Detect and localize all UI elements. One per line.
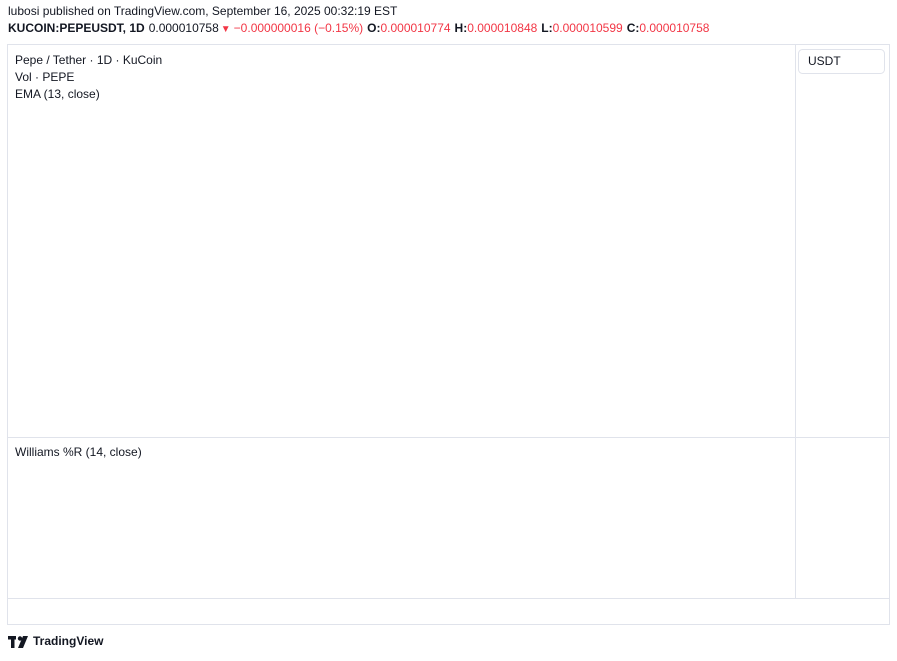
ema-legend: EMA (13, close) bbox=[15, 87, 100, 101]
low-key: L: bbox=[541, 21, 552, 35]
currency[interactable]: USDT bbox=[808, 54, 841, 68]
close-key: C: bbox=[627, 21, 640, 35]
low-value: 0.000010599 bbox=[553, 21, 623, 35]
chart-title: Pepe / Tether · 1D · KuCoin bbox=[15, 53, 162, 67]
volume-legend: Vol · PEPE bbox=[15, 70, 74, 84]
logo-stem bbox=[11, 636, 15, 648]
down-arrow: ▼ bbox=[221, 24, 231, 35]
symbol-line: KUCOIN:PEPEUSDT, 1D 0.000010758 ▼ −0.000000… bbox=[8, 21, 710, 35]
logo-dot bbox=[17, 636, 23, 641]
currency-button[interactable] bbox=[798, 49, 885, 74]
high-value: 0.000010848 bbox=[467, 21, 537, 35]
close-value: 0.000010758 bbox=[639, 21, 709, 35]
high-key: H: bbox=[455, 21, 468, 35]
open-key: O: bbox=[367, 21, 380, 35]
last-price: 0.000010758 bbox=[149, 21, 219, 35]
brand: TradingView bbox=[33, 634, 104, 648]
open-value: 0.000010774 bbox=[380, 21, 450, 35]
logo-slash bbox=[18, 636, 28, 648]
brand-logo bbox=[8, 636, 28, 648]
williams-legend: Williams %R (14, close) bbox=[15, 445, 142, 459]
symbol: KUCOIN:PEPEUSDT, 1D bbox=[8, 21, 145, 35]
change: −0.000000016 (−0.15%) bbox=[234, 21, 363, 35]
byline: lubosi published on TradingView.com, Sep… bbox=[8, 4, 398, 18]
frame bbox=[7, 44, 890, 625]
